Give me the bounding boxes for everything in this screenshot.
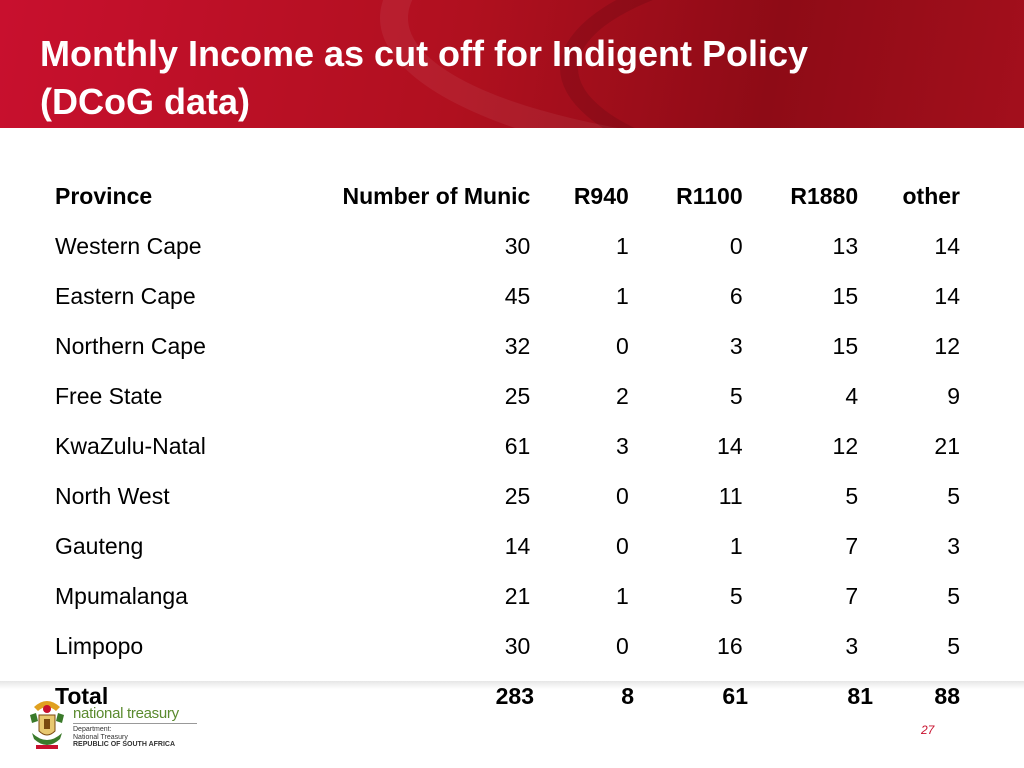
total-label: Total <box>55 682 109 709</box>
table-header-row: Province Number of Munic R940 R1100 R188… <box>46 171 970 221</box>
r1880-cell: 13 <box>832 232 859 259</box>
r1100-cell: 14 <box>717 432 743 459</box>
other-cell: 5 <box>947 482 960 509</box>
number-of-munic-cell: 30 <box>504 632 531 659</box>
r1100-cell: 11 <box>718 482 743 509</box>
national-treasury-logo: national treasury Department: National T… <box>26 697 197 753</box>
column-header-r1880: R1880 <box>790 182 859 209</box>
coat-of-arms-icon <box>30 701 64 749</box>
total-number-of-munic: 283 <box>495 682 534 709</box>
page-number: 27 <box>921 723 935 737</box>
other-cell: 9 <box>947 382 960 409</box>
province-cell: Mpumalanga <box>55 582 188 609</box>
r1100-cell: 5 <box>729 582 743 609</box>
number-of-munic-cell: 30 <box>504 232 531 259</box>
other-cell: 14 <box>934 282 960 309</box>
logo-department-name: National Treasury <box>73 734 128 741</box>
r940-cell: 0 <box>616 532 629 559</box>
column-header-number-of-munic: Number of Munic <box>342 182 531 209</box>
total-r1880: 81 <box>847 682 873 709</box>
other-cell: 3 <box>947 532 960 559</box>
total-other: 88 <box>934 682 960 709</box>
column-header-province: Province <box>55 182 153 209</box>
table-row: Gauteng 14 0 1 7 3 <box>46 521 970 571</box>
r940-cell: 1 <box>616 232 629 259</box>
province-cell: Gauteng <box>55 532 144 559</box>
table-row: Limpopo 30 0 16 3 5 <box>46 621 970 671</box>
total-table: Total 283 8 61 81 88 <box>46 671 970 721</box>
number-of-munic-cell: 21 <box>504 582 531 609</box>
logo-wordmark: national treasury <box>73 705 179 722</box>
r940-cell: 0 <box>616 632 629 659</box>
number-of-munic-cell: 14 <box>504 532 531 559</box>
total-r940: 8 <box>621 682 634 709</box>
r1100-cell: 6 <box>729 282 743 309</box>
other-cell: 21 <box>934 432 960 459</box>
other-cell: 12 <box>934 332 960 359</box>
r1100-cell: 0 <box>729 232 743 259</box>
r1880-cell: 15 <box>832 282 859 309</box>
column-header-other: other <box>902 182 961 209</box>
province-cell: Northern Cape <box>55 332 206 359</box>
total-r1100: 61 <box>722 682 748 709</box>
r1100-cell: 16 <box>717 632 743 659</box>
income-cutoff-table: Province Number of Munic R940 R1100 R188… <box>46 171 970 671</box>
province-cell: Free State <box>55 382 163 409</box>
table-row: Western Cape 30 1 0 13 14 <box>46 221 970 271</box>
table-row: Mpumalanga 21 1 5 7 5 <box>46 571 970 621</box>
logo-divider <box>73 723 197 724</box>
other-cell: 5 <box>947 632 960 659</box>
table-row: Eastern Cape 45 1 6 15 14 <box>46 271 970 321</box>
table-row: KwaZulu-Natal 61 3 14 12 21 <box>46 421 970 471</box>
title-banner: Monthly Income as cut off for Indigent P… <box>0 0 1024 128</box>
r940-cell: 0 <box>616 482 629 509</box>
number-of-munic-cell: 45 <box>504 282 531 309</box>
r1880-cell: 3 <box>845 632 859 659</box>
other-cell: 14 <box>934 232 960 259</box>
footer-band <box>0 681 1024 768</box>
r940-cell: 1 <box>616 282 629 309</box>
table-row: North West 25 0 11 5 5 <box>46 471 970 521</box>
slide-title: Monthly Income as cut off for Indigent P… <box>40 33 809 122</box>
column-header-r1100: R1100 <box>676 182 743 209</box>
r1880-cell: 4 <box>845 382 859 409</box>
province-cell: Limpopo <box>55 632 144 659</box>
other-cell: 5 <box>947 582 960 609</box>
r1880-cell: 7 <box>845 582 859 609</box>
province-cell: Western Cape <box>55 232 202 259</box>
r940-cell: 0 <box>616 332 629 359</box>
logo-department-label: Department: <box>73 726 112 733</box>
r1880-cell: 15 <box>832 332 859 359</box>
r940-cell: 3 <box>616 432 629 459</box>
r1880-cell: 12 <box>832 432 859 459</box>
province-cell: North West <box>55 482 170 509</box>
logo-country: REPUBLIC OF SOUTH AFRICA <box>73 741 176 748</box>
r1100-cell: 5 <box>729 382 743 409</box>
province-cell: KwaZulu-Natal <box>55 432 206 459</box>
number-of-munic-cell: 32 <box>504 332 531 359</box>
r940-cell: 2 <box>616 382 629 409</box>
table-row: Free State 25 2 5 4 9 <box>46 371 970 421</box>
r940-cell: 1 <box>616 582 629 609</box>
province-cell: Eastern Cape <box>55 282 196 309</box>
r1880-cell: 5 <box>845 482 859 509</box>
column-header-r940: R940 <box>573 182 629 209</box>
number-of-munic-cell: 25 <box>504 482 531 509</box>
total-row: Total 283 8 61 81 88 <box>46 671 970 721</box>
table-row: Northern Cape 32 0 3 15 12 <box>46 321 970 371</box>
number-of-munic-cell: 25 <box>504 382 531 409</box>
r1100-cell: 1 <box>729 532 743 559</box>
r1100-cell: 3 <box>729 332 743 359</box>
number-of-munic-cell: 61 <box>504 432 531 459</box>
r1880-cell: 7 <box>845 532 859 559</box>
